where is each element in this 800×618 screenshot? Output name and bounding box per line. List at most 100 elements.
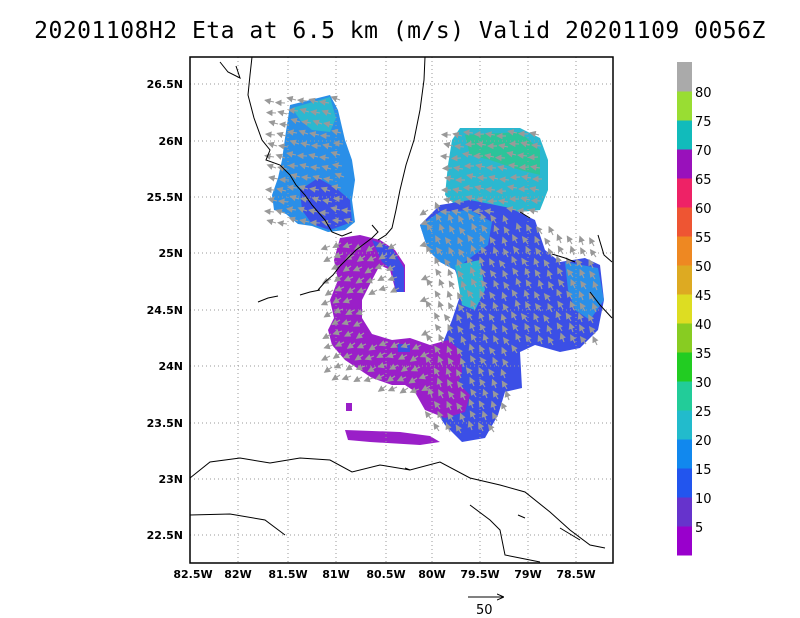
wind-vector-arrow: [319, 99, 330, 106]
wind-vector-arrow: [275, 153, 286, 160]
wind-vector-arrow: [484, 208, 495, 215]
wind-vector-arrow: [375, 373, 385, 380]
wind-vector-arrow: [556, 233, 563, 244]
wind-vector-arrow: [426, 278, 433, 288]
wind-vector-arrow: [504, 390, 511, 401]
wind-vector-arrow: [390, 286, 400, 293]
wind-vector-arrow: [375, 241, 386, 248]
wind-vector-arrow: [468, 343, 475, 354]
wind-vector-arrow: [534, 269, 541, 279]
wind-vector-arrow: [498, 198, 509, 205]
wind-vector-arrow: [588, 258, 595, 269]
wind-vector-arrow: [444, 258, 451, 268]
wind-vector-arrow: [387, 243, 397, 250]
wind-vector-arrow: [566, 235, 573, 245]
wind-vector-arrow: [299, 218, 310, 225]
wind-vector-arrow: [480, 279, 488, 289]
wind-vector-arrow: [502, 214, 509, 225]
colorbar-label: 75: [695, 115, 712, 130]
wind-vector-arrow: [264, 131, 276, 138]
wind-vector-arrow: [475, 196, 487, 203]
wind-vector-arrow: [460, 335, 467, 346]
colorbar-swatch: [677, 265, 692, 295]
colorbar-swatch: [677, 497, 692, 527]
wind-vector-arrow: [471, 222, 478, 233]
wind-vector-arrow: [267, 141, 278, 149]
wind-vector-arrow: [331, 318, 341, 326]
wind-vector-arrow: [501, 402, 508, 412]
wind-vector-arrow: [458, 226, 466, 236]
colorbar-label: 5: [695, 521, 703, 536]
wind-vector-arrow: [547, 336, 554, 346]
wind-vector-arrow: [434, 312, 441, 322]
wind-vector-arrow: [419, 296, 430, 303]
wind-vector-arrow: [438, 389, 445, 399]
wind-vector-arrow: [491, 378, 498, 389]
wind-vector-arrow: [493, 224, 500, 235]
wind-vector-arrow: [434, 323, 442, 333]
wind-vector-arrow: [488, 368, 495, 378]
wind-vector-arrow: [342, 265, 352, 272]
wind-vector-arrow: [389, 363, 399, 370]
wind-vector-arrow: [321, 109, 332, 116]
wind-vector-arrow: [569, 245, 576, 256]
wind-vector-arrow: [421, 329, 431, 336]
wind-vector-arrow: [456, 313, 463, 324]
wind-vector-arrow: [297, 206, 308, 213]
wind-vector-arrow: [289, 194, 300, 202]
wind-vector-arrow: [323, 121, 334, 128]
wind-vector-arrow: [341, 318, 352, 326]
wind-vector-arrow: [438, 278, 445, 289]
wind-vector-arrow: [343, 217, 354, 225]
wind-vector-arrow: [465, 366, 473, 376]
wind-vector-arrow: [579, 302, 586, 312]
wind-vector-arrow: [534, 324, 541, 334]
wind-vector-arrow: [323, 176, 334, 183]
wind-vector-arrow: [323, 342, 334, 350]
wind-vector-arrow: [588, 325, 596, 335]
wind-vector-arrow: [568, 322, 575, 333]
wind-vector-arrow: [333, 307, 344, 314]
wind-vector-arrow: [331, 184, 342, 191]
chart-title: 20201108H2 Eta at 6.5 km (m/s) Valid 202…: [34, 18, 766, 44]
wind-vector-arrow: [448, 246, 455, 257]
wind-vector-arrow: [458, 248, 465, 258]
wind-vector-arrow: [275, 208, 286, 216]
wind-vector-arrow: [476, 141, 487, 148]
wind-vector-arrow: [500, 368, 507, 379]
wind-vector-arrow: [524, 267, 531, 278]
wind-vector-arrow: [331, 128, 342, 136]
wind-vector-arrow: [512, 234, 519, 244]
wind-vector-arrow: [500, 313, 507, 324]
wind-vector-arrow: [521, 235, 529, 245]
wind-vector-arrow: [312, 119, 323, 126]
wind-vector-arrow: [334, 285, 345, 292]
wind-vector-arrow: [589, 270, 596, 280]
wind-vector-arrow: [322, 332, 332, 340]
wind-vector-arrow: [469, 321, 476, 332]
wind-vector-arrow: [546, 269, 553, 280]
wind-vector-arrow: [322, 142, 333, 150]
wind-vector-arrow: [447, 412, 454, 422]
wind-vector-arrow: [433, 367, 440, 377]
wind-vector-arrow: [354, 354, 364, 361]
wind-vector-arrow: [308, 152, 319, 160]
wind-vector-arrow: [378, 340, 389, 347]
reference-vector: 50: [468, 597, 503, 618]
wind-vector-arrow: [418, 373, 429, 380]
wind-vector-arrow: [462, 129, 474, 136]
wind-vector-arrow: [534, 235, 541, 246]
wind-vector-arrow: [478, 400, 485, 410]
wind-vector-arrow: [419, 209, 429, 216]
wind-vector-arrow: [448, 302, 455, 312]
wind-vector-arrow: [589, 248, 597, 258]
wind-vector-arrow: [520, 140, 531, 148]
wind-vector-arrow: [566, 268, 574, 278]
colorbar-swatch: [677, 352, 692, 382]
wind-vector-arrow: [503, 248, 510, 258]
wind-vector-arrow: [437, 300, 444, 311]
wind-vector-arrow: [479, 356, 487, 366]
wind-vector-arrow: [507, 129, 518, 136]
wind-vector-arrow: [435, 235, 442, 245]
